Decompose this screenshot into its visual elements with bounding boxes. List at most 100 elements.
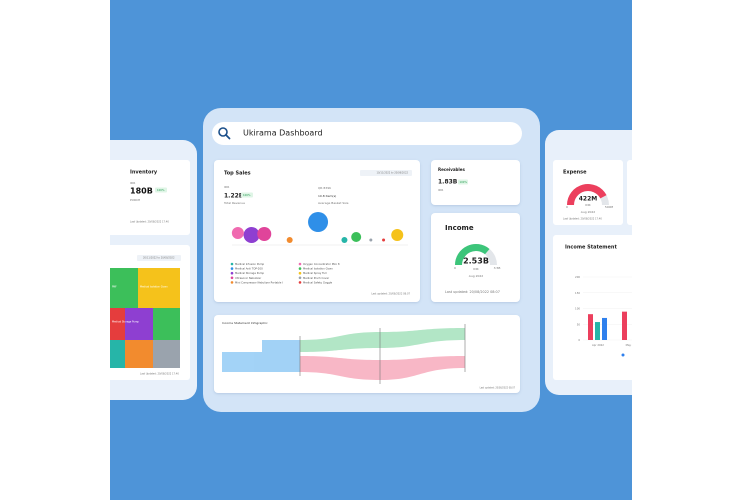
legend-label: Medical Spray Full xyxy=(303,271,327,275)
receivables-card xyxy=(431,160,520,205)
updated: Last updated: 20/08/2022 08:07 xyxy=(480,387,516,390)
x-tick-label: May 2022 xyxy=(626,343,639,347)
income-title: Income xyxy=(445,224,474,232)
treemap-label: PNF xyxy=(112,286,117,289)
treemap-cell xyxy=(138,268,180,308)
legend-swatch xyxy=(298,281,302,284)
currency: IDR xyxy=(224,185,229,189)
inventory-value: 180B xyxy=(130,187,153,196)
legend-label: Medical Infusion Pump xyxy=(235,262,265,266)
bubble xyxy=(369,238,373,242)
y-tick-label: 50 xyxy=(577,322,581,326)
receivables-value: 1.83B xyxy=(438,179,458,186)
legend-label: Ultrasonic Nebulizer xyxy=(235,276,262,280)
legend-label: Medical Isolation Gown xyxy=(303,267,333,271)
qty: QR 839K xyxy=(318,186,332,190)
sankey-flow xyxy=(300,356,380,380)
badge-bg xyxy=(155,187,167,193)
currency: IDR xyxy=(130,181,135,185)
treemap-cell xyxy=(153,308,180,340)
currency: IDR xyxy=(473,267,478,271)
treemap: Medical Isolation Gown PNF Medical Stora… xyxy=(110,268,180,368)
bubble xyxy=(243,227,260,244)
treemap-cell xyxy=(110,268,138,308)
search-text: Ukirama Dashboard xyxy=(243,129,323,138)
date-range: 10/11/2022 to 20/08/2022 xyxy=(377,172,409,175)
legend-label: Medical Anti TOP-200 xyxy=(235,267,263,271)
sankey-flow xyxy=(380,356,465,380)
legend-swatch xyxy=(230,281,234,284)
bubble xyxy=(231,226,244,239)
expense-gauge xyxy=(567,183,609,205)
sankey-flow xyxy=(300,332,380,352)
date-chip xyxy=(137,255,181,261)
legend-swatch xyxy=(298,276,302,280)
inventory-sub: PURCH xyxy=(130,198,140,202)
card xyxy=(627,160,632,225)
legend-dot xyxy=(621,353,625,357)
legend-swatch xyxy=(230,267,234,270)
legend-swatch xyxy=(298,267,302,270)
date-range: 20/11/2022 to 20/08/2022 xyxy=(143,257,175,260)
updated: Last Updated: 20/08/2022 17:40 xyxy=(563,218,602,221)
expense-card xyxy=(553,160,623,225)
bubble xyxy=(308,211,329,232)
legend-label: Medical Safety Goggle xyxy=(303,280,332,284)
sankey-node xyxy=(262,340,300,372)
bar xyxy=(595,322,600,340)
bar xyxy=(602,317,607,340)
expense-title: Expense xyxy=(563,170,587,176)
legend-label: Mini Compressor Nebulizer Portable I xyxy=(235,280,283,284)
updated: Last updated: 20/08/2022 08:07 xyxy=(445,290,500,294)
y-tick-label: 150 xyxy=(575,291,580,295)
treemap-label: Medical Isolation Gown xyxy=(140,286,168,289)
treemap-cell xyxy=(110,308,125,340)
infographic-title: Income Statement Infographic xyxy=(222,321,268,325)
legend-swatch xyxy=(230,271,234,275)
updated: Last Updated: 20/08/2022 17:40 xyxy=(130,221,169,224)
bar xyxy=(622,311,627,340)
treemap-cell xyxy=(125,340,153,368)
treemap-cell xyxy=(110,340,125,368)
treemap-cell xyxy=(153,340,180,368)
treemap-cell xyxy=(125,308,153,340)
y-tick-label: 100 xyxy=(575,307,580,311)
inventory-card xyxy=(110,160,190,235)
income-gauge xyxy=(455,244,497,265)
inventory-title: Inventory xyxy=(130,170,158,176)
badge-bg xyxy=(458,179,468,185)
sankey-node xyxy=(222,352,262,372)
bubble xyxy=(391,229,404,242)
treemap-label: Medical Storage Pump xyxy=(112,321,139,324)
updated: Last Updated: 20/08/2022 17:40 xyxy=(140,373,179,376)
legend-label: Medical Storage Pump xyxy=(235,271,264,275)
legend-swatch xyxy=(230,262,234,266)
expense-value: 422M xyxy=(579,196,598,203)
search-icon xyxy=(225,134,231,140)
legend-swatch xyxy=(298,262,302,266)
search-icon xyxy=(218,127,228,137)
right-phone: Expense 422M IDR 0 500M Aug 2022 Last Up… xyxy=(545,130,639,395)
gauge-min: 0 xyxy=(454,266,456,270)
y-tick-label: 200 xyxy=(575,275,580,279)
gauge-max: 3.5B xyxy=(494,266,501,270)
gauge-value xyxy=(455,244,490,265)
bubble xyxy=(351,232,362,243)
gauge-min: 0 xyxy=(566,205,568,209)
legend-label: Oxygen Concentrator Mini 8 xyxy=(303,262,340,266)
bar xyxy=(588,314,593,340)
currency: IDR xyxy=(585,203,590,207)
search-bar[interactable] xyxy=(212,122,522,145)
top-sales-title: Top Sales xyxy=(224,171,251,177)
currency: IDR xyxy=(438,188,443,192)
bubble xyxy=(341,236,348,243)
date-chip xyxy=(360,170,412,176)
income-statement-title: Income Statement xyxy=(565,245,617,251)
bubble xyxy=(286,236,293,243)
badge: 100% xyxy=(460,180,468,184)
sankey xyxy=(222,324,466,384)
period: Aug 2022 xyxy=(581,210,596,214)
bubble xyxy=(382,238,386,242)
basket-label: Average Basket Size xyxy=(318,201,349,205)
